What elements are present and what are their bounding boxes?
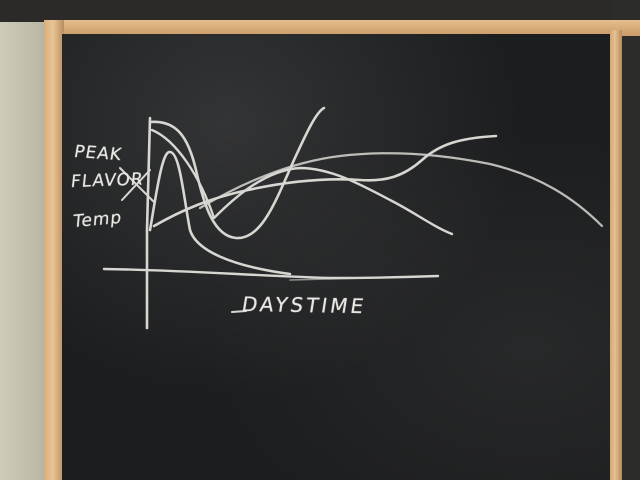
dark-ceiling-band: [0, 0, 640, 22]
chalk-cross-strike-b: [121, 169, 151, 201]
chalk-curve-sharp-peak: [148, 150, 292, 276]
chalk-curve-wave: [148, 106, 326, 240]
chalkboard-frame-right: [608, 30, 622, 480]
chalk-curve-long-hump: [198, 152, 604, 228]
chalk-x-axis-extension: [289, 275, 439, 281]
chalk-daystime-underline: [231, 310, 247, 313]
chalk-curve-descending: [150, 128, 454, 236]
chalk-label-peak: PEAK: [72, 142, 124, 166]
chalk-curve-plateau: [152, 134, 498, 228]
chalkboard-surface: [62, 34, 610, 480]
chalk-label-flavor: FLAVOR: [69, 169, 145, 193]
chalk-label-daystime: DAYSTIME: [240, 292, 369, 319]
chalkboard-frame-left: [44, 20, 64, 480]
chalk-y-axis: [145, 116, 152, 330]
chalkboard-frame-top: [44, 20, 640, 36]
